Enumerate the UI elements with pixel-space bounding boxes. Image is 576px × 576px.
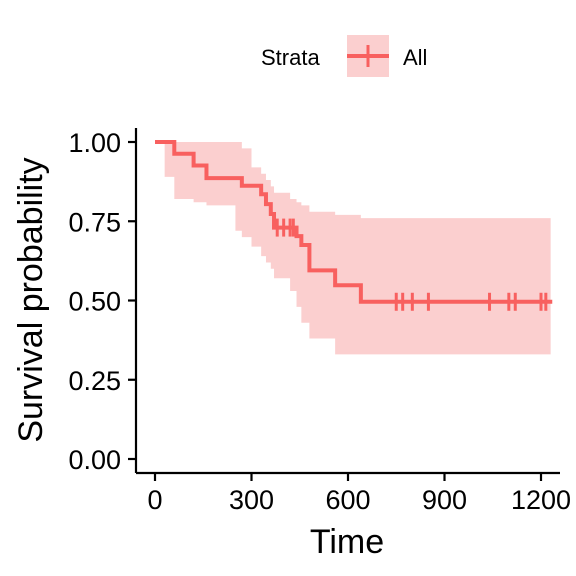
y-tick-label: 0.00 [68,445,121,475]
y-tick-label: 0.50 [68,287,121,317]
x-tick-label: 900 [422,485,467,515]
y-axis-title: Survival probability [12,157,50,442]
y-axis-ticks: 0.00 0.25 0.50 0.75 1.00 [68,128,136,475]
confidence-band [155,142,551,355]
y-tick-label: 0.25 [68,366,121,396]
legend-title: Strata [261,45,320,70]
legend-entry-all: All [403,45,427,70]
plot-area [155,140,553,355]
x-tick-label: 0 [147,485,162,515]
censor-marks [275,218,548,311]
axes: 0 300 600 900 1200 0.00 0.25 0.50 0.75 1.00 [68,128,571,515]
legend: Strata All [261,35,427,77]
x-axis-title: Time [310,523,384,561]
x-tick-label: 600 [325,485,370,515]
x-tick-label: 300 [229,485,274,515]
y-tick-label: 1.00 [68,128,121,158]
x-axis-ticks: 0 300 600 900 1200 [147,473,571,515]
y-tick-label: 0.75 [68,207,121,237]
survival-curve [155,140,553,304]
x-tick-label: 1200 [511,485,571,515]
